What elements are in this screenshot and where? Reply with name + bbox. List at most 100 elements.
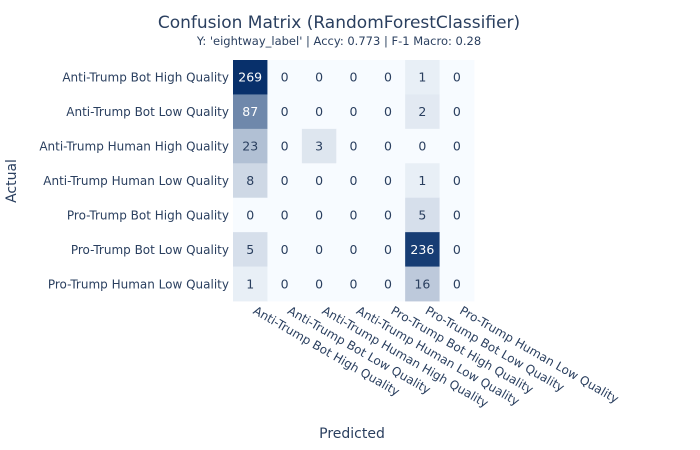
heatmap-cell	[233, 232, 268, 267]
heatmap-cell-label: 0	[384, 173, 392, 188]
heatmap-cell	[439, 163, 475, 199]
heatmap-cell-label: 0	[384, 104, 392, 119]
heatmap-cell	[301, 94, 337, 130]
heatmap-cell	[370, 197, 406, 233]
heatmap-cell-label: 0	[315, 242, 323, 257]
heatmap-cell	[233, 197, 268, 233]
heatmap-cell-label: 269	[238, 70, 262, 85]
heatmap-cell	[439, 266, 475, 302]
heatmap-cell	[267, 94, 303, 130]
heatmap-cell-label: 16	[414, 276, 430, 291]
y-tick-label: Pro-Trump Bot High Quality	[67, 208, 229, 222]
heatmap-cell-label: 0	[453, 173, 461, 188]
heatmap-cell-label: 87	[242, 104, 258, 119]
heatmap-cell-label: 0	[281, 70, 289, 85]
heatmap-cell	[370, 163, 406, 199]
heatmap-cell-label: 1	[418, 70, 426, 85]
heatmap-cell	[405, 232, 440, 267]
heatmap-cell-label: 0	[281, 173, 289, 188]
heatmap-cell	[405, 163, 440, 199]
heatmap-cell	[439, 128, 475, 164]
heatmap-cell	[370, 232, 406, 267]
heatmap-cell-label: 1	[246, 276, 254, 291]
heatmap-cell-label: 5	[246, 242, 254, 257]
heatmap-cell	[336, 266, 372, 302]
heatmap-cell	[405, 94, 440, 130]
heatmap-cell	[405, 197, 440, 233]
heatmap-cell-label: 0	[384, 242, 392, 257]
heatmap-cell	[336, 128, 372, 164]
heatmap-cell-label: 0	[315, 70, 323, 85]
y-axis-tick-labels: Anti-Trump Bot High Quality Anti-Trump Bo…	[39, 71, 229, 292]
heatmap-cell-label: 0	[315, 207, 323, 222]
heatmap-cell-label: 0	[281, 104, 289, 119]
heatmap-cell-label: 0	[384, 207, 392, 222]
heatmap-cell-label: 5	[418, 207, 426, 222]
heatmap-cell-label: 0	[281, 139, 289, 154]
heatmap-cells	[233, 60, 475, 302]
y-tick-label: Anti-Trump Bot High Quality	[62, 71, 229, 85]
y-axis-title: Actual	[4, 159, 20, 203]
heatmap-cell	[233, 94, 268, 130]
x-axis-title: Predicted	[319, 426, 385, 442]
heatmap-cell-label: 0	[350, 104, 358, 119]
heatmap-cell	[233, 163, 268, 199]
heatmap-cell-label: 0	[281, 242, 289, 257]
heatmap-cell	[301, 197, 337, 233]
heatmap-cell	[233, 60, 268, 95]
heatmap-cell-label: 0	[350, 70, 358, 85]
heatmap-cell-label: 23	[242, 139, 258, 154]
heatmap-cell-label: 0	[350, 139, 358, 154]
heatmap-cell-label: 0	[384, 276, 392, 291]
heatmap-cell-label: 0	[453, 242, 461, 257]
heatmap-cell-label: 0	[315, 276, 323, 291]
heatmap-cell	[301, 266, 337, 302]
heatmap-cell	[267, 163, 303, 199]
heatmap-cell	[405, 60, 440, 95]
heatmap-cell-labels: 269 0 0 0 0 1 0 87 0 0 0 0 2 0 23 0 3 0 0 0 0 8 0 0 0 0 1 0 0 0 0 0 0 5 0 5…	[238, 70, 461, 292]
heatmap-cell-label: 0	[453, 207, 461, 222]
heatmap-cell	[301, 128, 337, 164]
heatmap-cell-label: 2	[418, 104, 426, 119]
y-tick-label: Pro-Trump Bot Low Quality	[71, 243, 229, 257]
heatmap-cell	[336, 94, 372, 130]
heatmap-cell	[267, 128, 303, 164]
heatmap-cell	[267, 232, 303, 267]
heatmap-cell	[267, 60, 303, 95]
heatmap-cell-label: 0	[350, 173, 358, 188]
y-tick-label: Anti-Trump Human High Quality	[39, 140, 229, 154]
heatmap-cell	[439, 60, 475, 95]
heatmap-cell	[336, 60, 372, 95]
heatmap-cell	[301, 232, 337, 267]
y-tick-label: Anti-Trump Bot Low Quality	[66, 105, 229, 119]
heatmap-cell	[336, 232, 372, 267]
heatmap-cell	[301, 60, 337, 95]
heatmap-cell	[267, 266, 303, 302]
heatmap-cell-label: 1	[418, 173, 426, 188]
heatmap-cell-label: 0	[453, 70, 461, 85]
heatmap-cell	[405, 128, 440, 164]
heatmap-cell	[336, 197, 372, 233]
heatmap-cell-label: 0	[418, 139, 426, 154]
heatmap-cell-label: 0	[384, 70, 392, 85]
heatmap-cell-label: 0	[350, 207, 358, 222]
heatmap-cell-label: 236	[410, 242, 434, 257]
heatmap-cell	[439, 94, 475, 130]
heatmap-cell-label: 0	[246, 207, 254, 222]
heatmap-cell-label: 3	[315, 139, 323, 154]
heatmap-cell-label: 0	[281, 207, 289, 222]
heatmap-cell	[336, 163, 372, 199]
heatmap-cell	[439, 232, 475, 267]
heatmap-cell	[370, 266, 406, 302]
heatmap-cell	[233, 266, 268, 302]
heatmap-cell-label: 0	[453, 104, 461, 119]
heatmap-cell-label: 0	[453, 139, 461, 154]
heatmap-cell-label: 0	[350, 242, 358, 257]
heatmap-cell	[301, 163, 337, 199]
heatmap-cell	[370, 128, 406, 164]
heatmap-cell-label: 0	[315, 173, 323, 188]
heatmap-cell-label: 0	[453, 276, 461, 291]
heatmap-cell-label: 0	[315, 104, 323, 119]
